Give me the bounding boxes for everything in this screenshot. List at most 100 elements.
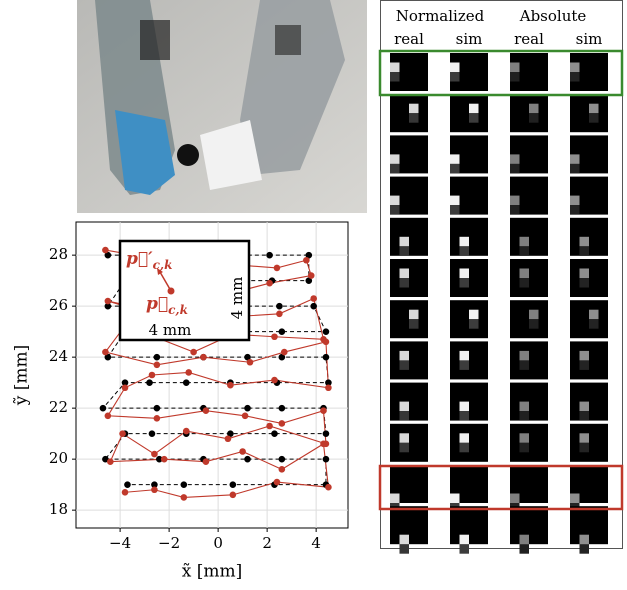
data-point xyxy=(325,379,332,386)
tactile-pixel xyxy=(469,113,479,123)
data-point xyxy=(278,455,286,463)
data-point xyxy=(121,489,129,496)
x-tick-label: 0 xyxy=(213,534,223,552)
nominal-subscript: c,k xyxy=(153,258,173,272)
inset-arrowhead xyxy=(157,268,163,275)
data-point xyxy=(241,412,249,420)
data-point xyxy=(160,455,168,463)
tactile-pixel xyxy=(570,62,580,72)
tactile-pixel xyxy=(510,72,520,82)
tactile-pixel xyxy=(399,442,409,453)
x-axis-label: x̃ [mm] xyxy=(182,562,243,582)
tactile-pixel xyxy=(579,534,589,545)
tactile-pixel xyxy=(510,62,520,72)
tactile-pixel xyxy=(399,268,409,278)
data-point xyxy=(227,430,234,437)
column-header: real xyxy=(394,30,424,48)
data-point xyxy=(148,430,156,437)
data-point xyxy=(121,384,129,392)
data-point xyxy=(102,348,109,356)
tactile-pixel xyxy=(529,113,539,123)
data-point xyxy=(239,448,246,455)
tactile-pixel xyxy=(519,433,529,443)
tactile-panel: Normalized Absolute real sim real sim xyxy=(378,0,624,554)
tactile-pixel xyxy=(459,534,469,545)
tactile-pixel xyxy=(570,72,580,82)
tactile-pixel xyxy=(570,205,580,215)
data-point xyxy=(185,369,193,376)
data-point xyxy=(244,404,251,412)
inset-height-label: 4 mm xyxy=(228,277,246,320)
data-point xyxy=(322,430,330,437)
data-point xyxy=(151,481,158,488)
photo xyxy=(77,0,367,213)
data-point xyxy=(104,297,112,305)
plot-frame xyxy=(75,221,349,529)
tactile-pixel xyxy=(399,236,409,247)
data-point xyxy=(322,328,330,335)
tactile-pixel xyxy=(390,154,400,164)
tactile-pixel xyxy=(450,62,460,72)
group-header: Normalized xyxy=(396,7,485,25)
data-point xyxy=(280,348,288,356)
tactile-pixel xyxy=(570,195,580,206)
tactile-pixel xyxy=(450,72,460,82)
data-point xyxy=(278,404,286,412)
data-point xyxy=(99,404,107,412)
data-point xyxy=(151,486,158,494)
tactile-pixel xyxy=(450,163,460,174)
y-tick-label: 18 xyxy=(49,500,68,518)
y-tick-label: 22 xyxy=(49,398,68,416)
y-tick-label: 26 xyxy=(49,296,68,314)
data-point xyxy=(276,310,283,318)
data-point xyxy=(104,251,112,259)
tactile-pixel xyxy=(469,103,479,114)
nominal-label: p⃗′c,k xyxy=(126,249,172,272)
tactile-pixel xyxy=(579,544,589,554)
data-point xyxy=(307,272,315,279)
tactile-pixel xyxy=(519,278,529,288)
tactile-pixel xyxy=(399,534,409,545)
data-point xyxy=(124,481,131,488)
tactile-pixel xyxy=(450,195,460,206)
tactile-pixel xyxy=(579,350,589,361)
tactile-pixel xyxy=(519,350,529,361)
tactile-pixel xyxy=(510,195,520,206)
y-tick-label: 28 xyxy=(49,245,68,263)
tactile-pixel xyxy=(519,360,529,370)
tactile-pixel xyxy=(519,442,529,453)
data-point xyxy=(273,264,281,272)
tactile-pixel xyxy=(409,309,419,320)
data-point xyxy=(153,415,161,422)
tactile-pixel xyxy=(399,278,409,288)
tactile-pixel xyxy=(459,246,469,256)
inset-width-label: 4 mm xyxy=(149,321,192,339)
tactile-pixel xyxy=(450,154,460,164)
tactile-pixel xyxy=(519,411,529,421)
tactile-pixel xyxy=(579,236,589,247)
data-point xyxy=(102,455,109,463)
tactile-pixel xyxy=(510,493,520,503)
tactile-pixel xyxy=(459,433,469,443)
tactile-pixel xyxy=(529,103,539,114)
tactile-pixel xyxy=(390,195,400,206)
tactile-pixel xyxy=(459,236,469,247)
tactile-pixel xyxy=(459,411,469,421)
data-point xyxy=(104,412,112,420)
data-point xyxy=(202,458,210,466)
data-point xyxy=(271,376,278,384)
tactile-pixel xyxy=(579,360,589,370)
tactile-pixel xyxy=(579,278,589,288)
y-axis-label: ỹ [mm] xyxy=(12,345,32,407)
tactile-pixel xyxy=(589,113,599,123)
tactile-pixel xyxy=(519,246,529,256)
tactile-pixel xyxy=(459,350,469,361)
data-point xyxy=(278,328,286,335)
data-point xyxy=(305,277,313,284)
data-point xyxy=(146,379,153,386)
tactile-pixel xyxy=(579,433,589,443)
tactile-pixel xyxy=(570,493,580,503)
data-point xyxy=(278,466,286,473)
data-point xyxy=(104,302,112,310)
